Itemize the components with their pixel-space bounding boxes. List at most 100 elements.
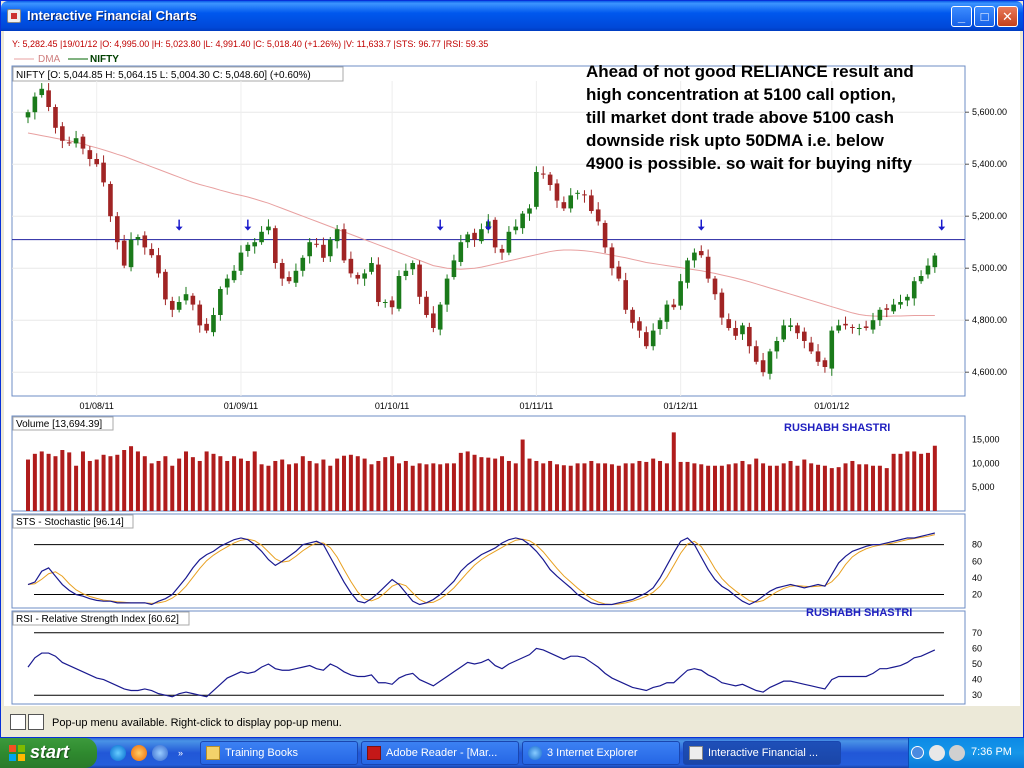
minimize-button[interactable]: _ <box>951 6 972 27</box>
volume-bar <box>713 465 717 511</box>
volume-bar <box>238 458 243 511</box>
taskbar-interactive-financial[interactable]: Interactive Financial ... <box>683 741 841 765</box>
volume-bar <box>355 456 360 511</box>
volume-bar <box>87 460 92 511</box>
candle-body <box>458 242 464 262</box>
volume-bar <box>919 453 924 511</box>
volume-bar <box>877 465 882 511</box>
java-tray-icon[interactable] <box>929 745 945 761</box>
volume-bar <box>80 451 85 511</box>
candle-body <box>46 90 51 107</box>
fullscreen-icon[interactable] <box>10 714 26 730</box>
annotation-line: Ahead of not good RELIANCE result and <box>586 62 914 81</box>
volume-panel-label: Volume [13,694.39] <box>16 419 102 430</box>
tray-collapse-icon[interactable] <box>911 746 924 759</box>
volume-bar <box>706 465 711 511</box>
title-bar[interactable]: Interactive Financial Charts _ □ ✕ <box>1 1 1023 31</box>
ohlc-readout: Y: 5,282.45 |19/01/12 |O: 4,995.00 |H: 5… <box>12 39 488 49</box>
messenger-quicklaunch-icon[interactable] <box>152 745 168 761</box>
volume-bar <box>190 457 195 511</box>
price-tick-label: 4,600.00 <box>972 367 1007 377</box>
taskbar-adobe-reader[interactable]: Adobe Reader - [Mar... <box>361 741 519 765</box>
taskbar-internet-explorer[interactable]: 3 Internet Explorer <box>522 741 680 765</box>
rsi-panel[interactable] <box>11 610 966 705</box>
volume-bar <box>822 465 827 511</box>
volume-bar <box>410 465 415 511</box>
volume-bar <box>596 463 601 511</box>
annotation-line: downside risk upto 50DMA i.e. below <box>586 131 885 150</box>
candle-body <box>540 173 546 175</box>
volume-bar <box>424 464 429 511</box>
candle-body <box>582 194 587 196</box>
candle-body <box>589 195 594 211</box>
candle-body <box>238 252 244 271</box>
volume-bar <box>589 460 594 511</box>
candle-body <box>575 192 580 194</box>
rsi-panel-label-box <box>12 611 190 626</box>
volume-bar <box>445 463 450 511</box>
ie-quicklaunch-icon[interactable] <box>110 745 126 761</box>
rsi-line <box>27 632 944 698</box>
start-label: start <box>30 742 70 762</box>
volume-bar <box>788 460 793 511</box>
stochastic-k-line <box>27 532 935 606</box>
volume-bar <box>46 453 51 511</box>
volume-bar <box>300 456 305 511</box>
volume-bar <box>204 451 209 511</box>
candle-body <box>451 260 457 278</box>
candle-body <box>836 325 841 331</box>
volume-bar <box>871 465 876 511</box>
sts-panel[interactable] <box>11 513 966 609</box>
candle-body <box>932 255 938 268</box>
candle-body <box>918 276 924 282</box>
candle-body <box>802 331 807 341</box>
volume-bar <box>644 461 649 511</box>
start-button[interactable]: start <box>0 738 97 768</box>
candle-body <box>911 281 917 299</box>
candle-body <box>403 270 409 276</box>
candle-body <box>444 278 450 305</box>
candle-body <box>712 278 718 295</box>
candle-body <box>664 304 670 322</box>
volume-bar <box>561 465 566 511</box>
volume-bar <box>527 458 532 511</box>
print-icon[interactable] <box>28 714 44 730</box>
price-y-axis: 4,600.00 4,800.00 5,000.00 5,200.00 5,400.00… <box>965 107 1007 377</box>
candle-body <box>602 222 608 248</box>
taskbar: start » Training Books Adobe Reader - [M… <box>0 738 1024 768</box>
volume-bar <box>816 464 821 511</box>
sts-panel-label: STS - Stochastic [96.14] <box>16 517 124 528</box>
volume-bar <box>781 463 786 511</box>
maximize-button[interactable]: □ <box>974 6 995 27</box>
candle-body <box>650 330 656 347</box>
candle-body <box>595 209 601 222</box>
candle-body <box>417 264 422 297</box>
candle-body <box>156 255 161 274</box>
expand-quicklaunch-icon[interactable]: » <box>178 748 184 758</box>
volume-bar <box>259 464 264 511</box>
candle-body <box>788 325 793 327</box>
nifty-candles <box>25 83 938 380</box>
volume-bar <box>932 445 937 511</box>
chart-svg[interactable]: Y: 5,282.45 |19/01/12 |O: 4,995.00 |H: 5… <box>4 31 1020 706</box>
ie-icon <box>528 746 542 760</box>
candle-body <box>286 277 292 282</box>
volume-bar <box>925 452 930 511</box>
candle-body <box>396 276 402 309</box>
candle-body <box>856 328 862 329</box>
candle-body <box>568 195 574 209</box>
candle-body <box>767 351 773 374</box>
firefox-quicklaunch-icon[interactable] <box>131 745 147 761</box>
annotation-line: till market dont trade above 5100 cash <box>586 108 894 127</box>
date-tick-label: 01/12/11 <box>663 401 697 411</box>
candle-body <box>698 251 704 256</box>
candle-body <box>60 126 65 141</box>
taskbar-training-books[interactable]: Training Books <box>200 741 358 765</box>
chart-area[interactable]: Y: 5,282.45 |19/01/12 |O: 4,995.00 |H: 5… <box>4 31 1020 706</box>
volume-tray-icon[interactable] <box>949 745 965 761</box>
volume-bar <box>451 463 456 511</box>
volume-bar <box>328 465 333 511</box>
candle-body <box>609 247 615 269</box>
volume-bar <box>32 453 37 511</box>
close-button[interactable]: ✕ <box>997 6 1018 27</box>
